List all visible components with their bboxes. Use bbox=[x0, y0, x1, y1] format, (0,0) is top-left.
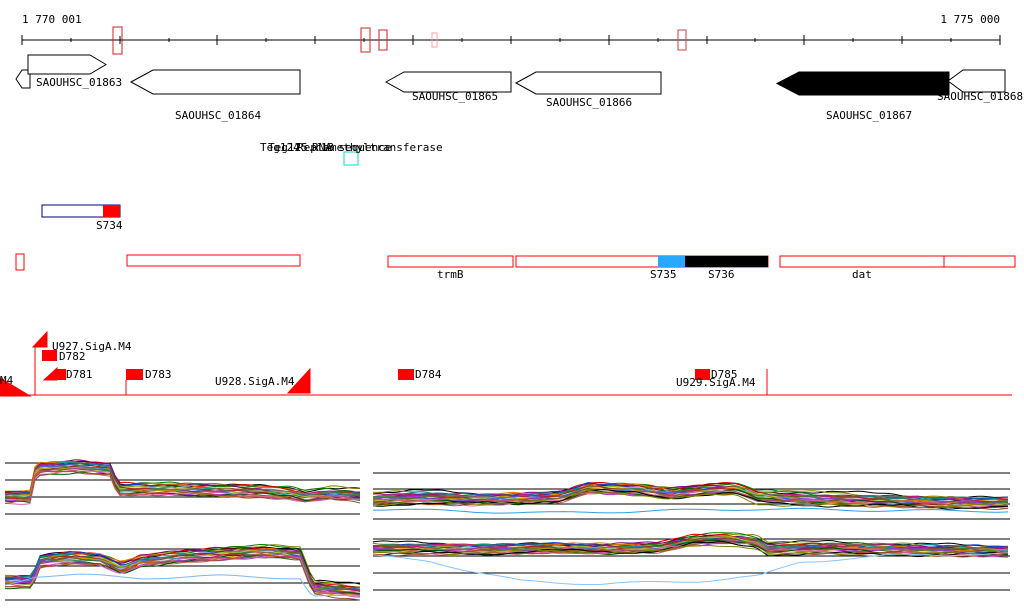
expression-trace bbox=[372, 489, 1009, 509]
transcript-box[interactable] bbox=[387, 255, 514, 268]
ruler-feature-marker[interactable] bbox=[378, 29, 388, 51]
gene-arrow-SAOUHSC_01868[interactable] bbox=[947, 69, 1006, 93]
expression-outlier-trace bbox=[4, 573, 361, 597]
gene-arrow-SAOUHSC_01867[interactable] bbox=[775, 71, 950, 96]
expression-outlier-trace bbox=[373, 507, 1009, 514]
promoter-triangle[interactable] bbox=[42, 366, 58, 381]
ruler-feature-marker[interactable] bbox=[112, 26, 123, 55]
gene-arrow-SAOUHSC_01863[interactable] bbox=[27, 54, 107, 75]
expression-outlier-trace bbox=[372, 552, 1009, 585]
srna-marker-box[interactable] bbox=[343, 151, 359, 166]
expression-trace bbox=[372, 544, 1009, 557]
transcript-segment bbox=[685, 256, 768, 267]
promoter-triangle[interactable] bbox=[0, 377, 32, 397]
ruler-end-position: 1 775 000 bbox=[940, 13, 1000, 26]
terminator-box[interactable] bbox=[126, 369, 143, 380]
ruler-feature-marker[interactable] bbox=[360, 27, 371, 53]
transcript-box[interactable] bbox=[15, 253, 25, 271]
transcript-segment bbox=[658, 256, 685, 267]
terminator-box[interactable] bbox=[398, 369, 414, 380]
promoter-triangle[interactable] bbox=[31, 330, 48, 348]
promoter-triangle[interactable] bbox=[286, 367, 311, 394]
expression-trace bbox=[5, 554, 361, 601]
terminator-box[interactable] bbox=[42, 350, 57, 361]
expression-trace bbox=[4, 467, 361, 501]
terminator-box[interactable] bbox=[57, 369, 66, 380]
expression-trace bbox=[4, 472, 361, 503]
expression-trace bbox=[4, 468, 361, 502]
ruler-start-position: 1 770 001 bbox=[22, 13, 82, 26]
gene-arrow-SAOUHSC_01866[interactable] bbox=[514, 71, 662, 95]
terminator-box[interactable] bbox=[695, 369, 710, 380]
expression-trace bbox=[4, 465, 361, 500]
expression-trace bbox=[373, 541, 1009, 558]
s734-red-block bbox=[103, 205, 120, 217]
transcript-box[interactable] bbox=[126, 254, 301, 267]
gene-arrow-SAOUHSC_01865[interactable] bbox=[384, 71, 512, 93]
expression-trace bbox=[4, 470, 361, 504]
gene-arrow-partial[interactable] bbox=[15, 69, 31, 89]
transcript-box[interactable] bbox=[779, 255, 1016, 268]
expression-trace bbox=[4, 555, 361, 598]
gene-arrow-SAOUHSC_01864[interactable] bbox=[129, 69, 301, 95]
ruler-feature-marker[interactable] bbox=[677, 29, 687, 51]
ruler-feature-marker[interactable] bbox=[431, 32, 438, 48]
